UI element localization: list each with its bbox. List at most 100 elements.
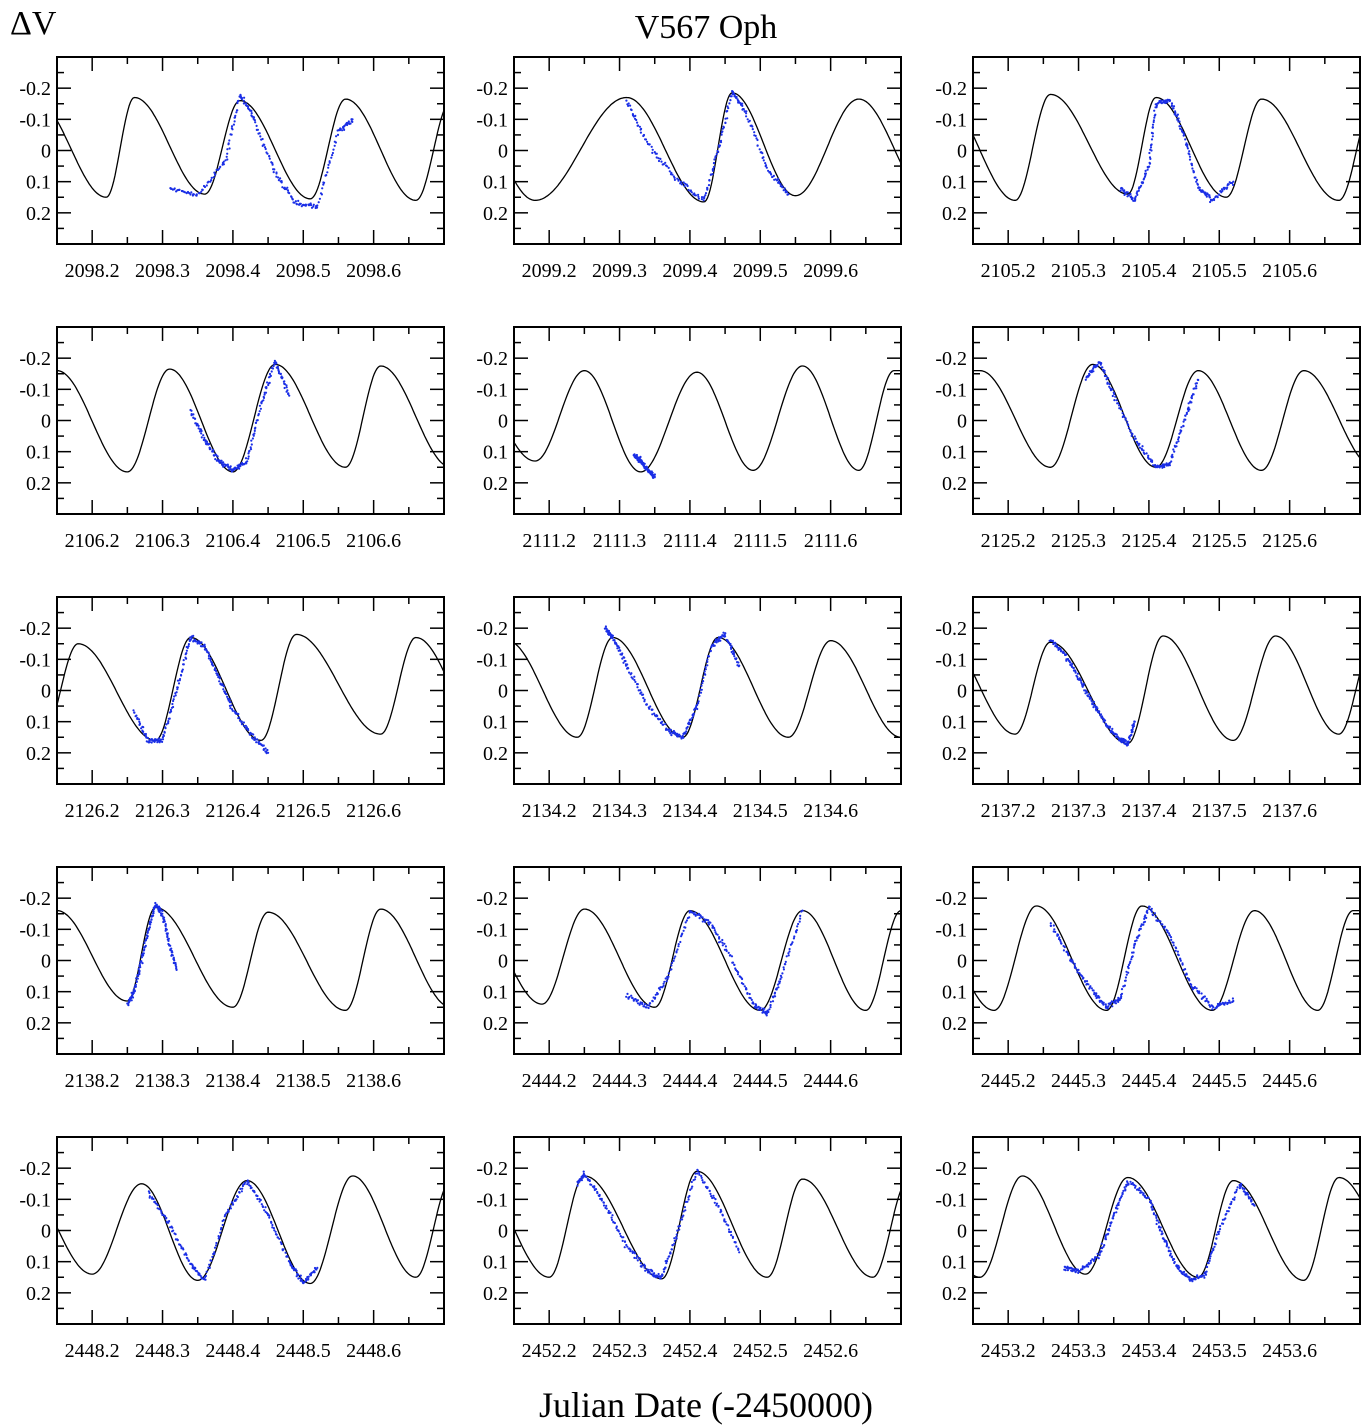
observation-point (1146, 911, 1149, 915)
observation-point (631, 996, 634, 1000)
observation-point (161, 740, 164, 744)
observation-point (1227, 1210, 1230, 1213)
observation-point (190, 191, 193, 194)
observation-point (1203, 1276, 1206, 1279)
observation-point (1126, 420, 1129, 423)
observation-point (275, 172, 278, 175)
observation-point (191, 1264, 194, 1268)
y-tick-label: 0.1 (26, 1252, 51, 1274)
observation-point (266, 748, 269, 752)
observation-point (246, 727, 250, 731)
observation-point (1148, 161, 1151, 164)
observation-point (277, 176, 280, 179)
observation-point (1198, 186, 1201, 189)
observation-point (1112, 1217, 1115, 1220)
x-tick-label: 2445.4 (1121, 1070, 1176, 1092)
observation-point (779, 978, 782, 981)
observation-points (147, 1179, 319, 1285)
observation-point (1223, 186, 1226, 189)
observation-point (1196, 183, 1199, 186)
observation-point (1152, 1208, 1155, 1211)
observation-point (724, 121, 727, 124)
observation-point (602, 1201, 606, 1204)
observation-point (730, 955, 734, 958)
observation-point (681, 1218, 684, 1221)
observation-point (1205, 1270, 1208, 1273)
observation-point (272, 364, 275, 368)
observation-point (1111, 727, 1114, 731)
observation-point (226, 463, 229, 466)
observation-point (217, 676, 220, 679)
observation-point (1142, 1192, 1145, 1195)
observation-point (1142, 923, 1145, 926)
observation-point (236, 101, 239, 105)
observation-point (1236, 1186, 1239, 1189)
observation-point (1123, 415, 1126, 418)
observation-point (163, 730, 166, 734)
observation-point (648, 707, 651, 710)
x-axis-label: Julian Date (-2450000) (539, 1385, 873, 1425)
observation-point (286, 1255, 289, 1258)
observation-point (1216, 196, 1219, 199)
observation-point (1107, 1232, 1110, 1235)
observation-point (689, 1188, 692, 1191)
x-tick-label: 2105.2 (981, 260, 1036, 282)
observation-point (1121, 412, 1124, 415)
observation-point (756, 144, 759, 147)
observation-point (675, 1233, 678, 1236)
observation-point (677, 945, 680, 948)
observation-point (251, 437, 254, 440)
observation-point (1217, 1232, 1220, 1236)
observation-point (669, 731, 672, 734)
observation-point (723, 942, 726, 945)
observation-point (625, 995, 628, 998)
observation-points (1063, 1180, 1256, 1283)
observation-point (256, 419, 259, 422)
observation-point (710, 646, 713, 649)
y-tick-label: -0.1 (19, 379, 51, 401)
observation-point (1129, 960, 1132, 963)
observation-point (238, 716, 241, 719)
observation-point (1187, 406, 1190, 409)
observation-point (737, 100, 740, 103)
figure-title: V567 Oph (635, 9, 778, 46)
observation-point (1155, 104, 1158, 107)
observation-point (260, 402, 263, 405)
panel-7: 2126.2 2126.3 2126.4 2126.5 2126.6-0.2-0.100… (19, 596, 445, 822)
observation-point (1092, 366, 1095, 369)
observation-point (1089, 697, 1092, 700)
observation-point (1188, 408, 1191, 411)
observation-point (695, 704, 698, 707)
x-tick-label: 2126.6 (346, 800, 401, 822)
observation-point (331, 154, 334, 157)
observation-point (727, 641, 731, 644)
observation-point (778, 182, 781, 185)
observation-point (226, 695, 229, 698)
observation-point (700, 688, 703, 691)
observation-point (1127, 424, 1130, 427)
observation-point (262, 395, 265, 398)
observation-point (277, 179, 280, 182)
observation-point (1233, 1198, 1236, 1201)
observation-point (636, 683, 639, 686)
observation-point (656, 714, 659, 718)
observation-point (677, 943, 680, 946)
observation-point (343, 128, 346, 131)
observation-point (791, 941, 794, 944)
observation-point (703, 1181, 706, 1184)
observation-point (276, 1236, 279, 1239)
observation-point (643, 700, 646, 703)
observation-point (1097, 1257, 1100, 1260)
observation-point (1186, 147, 1189, 150)
observation-point (130, 999, 133, 1002)
observation-point (751, 125, 754, 128)
model-light-curve (973, 93, 1360, 201)
observation-point (657, 157, 660, 160)
observation-point (268, 372, 272, 376)
observation-point (253, 429, 256, 432)
observation-point (633, 1252, 637, 1255)
observation-point (1130, 195, 1133, 198)
observation-point (207, 657, 210, 660)
observation-point (146, 736, 149, 740)
observation-point (254, 738, 257, 741)
